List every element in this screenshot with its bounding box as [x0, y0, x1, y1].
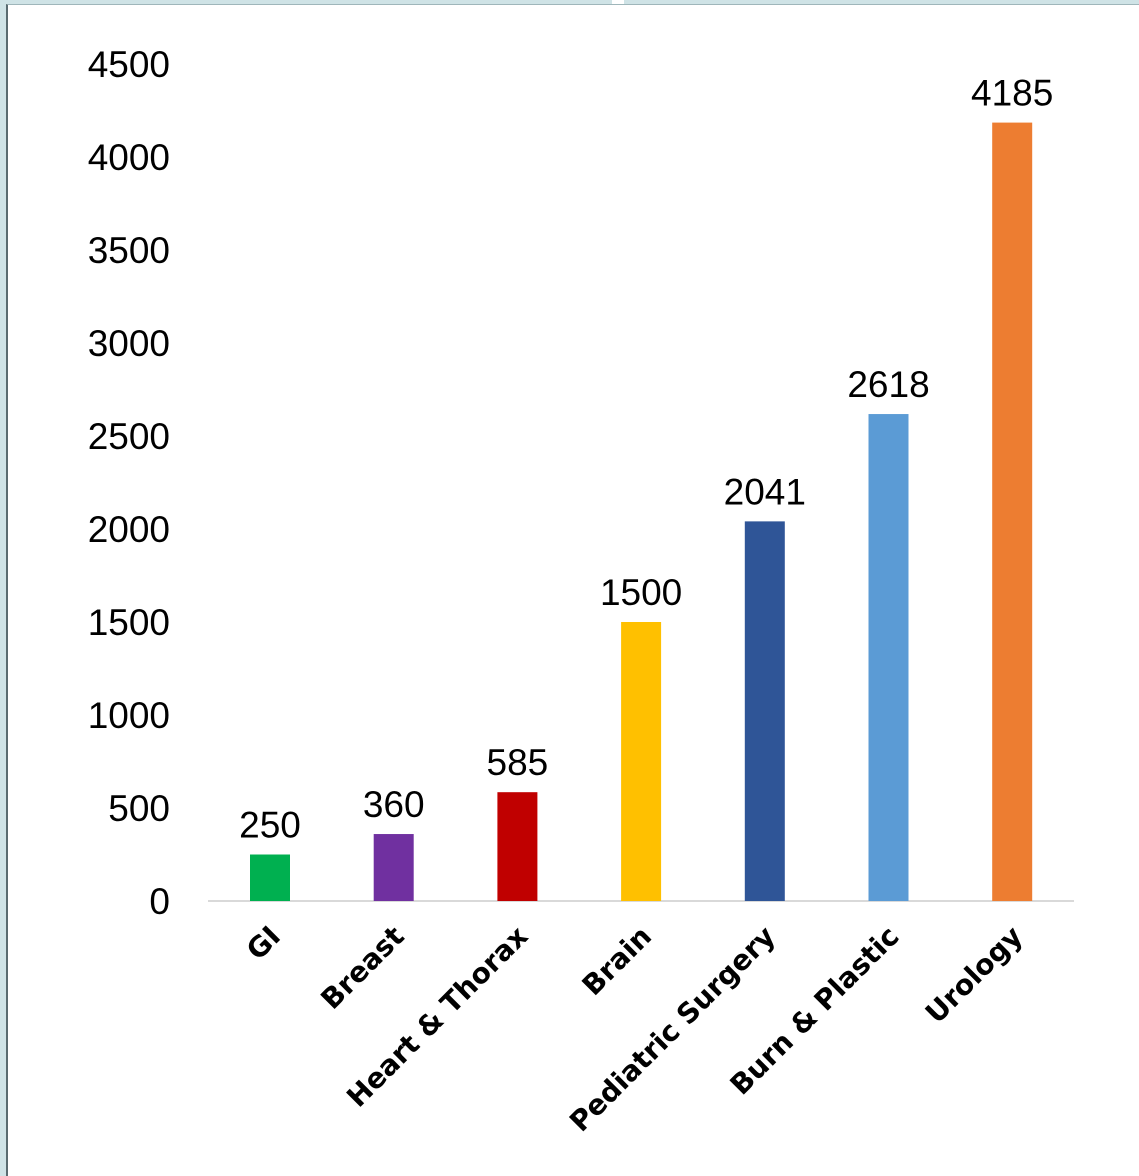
y-tick-label: 4500	[88, 44, 170, 85]
bar	[373, 834, 414, 901]
data-label: 4185	[971, 73, 1053, 114]
frame-border-gap	[612, 0, 624, 4]
bar	[497, 792, 538, 901]
bar	[250, 854, 290, 901]
category-label: GI	[240, 920, 287, 967]
frame-border-top	[6, 0, 1139, 4]
category-label: Urology	[919, 920, 1029, 1030]
data-label: 585	[487, 742, 549, 783]
bars	[250, 122, 1033, 902]
category-label: Pediatric Surgery	[563, 920, 782, 1139]
data-label: 2618	[847, 364, 929, 405]
bar	[621, 622, 662, 901]
y-tick-label: 2000	[88, 509, 170, 550]
data-label: 2041	[724, 471, 806, 512]
data-labels: 250 360 585 1500 2041 2618 4185	[239, 73, 1053, 846]
category-label: Breast	[314, 920, 410, 1016]
chart-area	[6, 4, 1139, 1176]
y-tick-label: 500	[108, 788, 170, 829]
y-tick-label: 3000	[88, 323, 170, 364]
data-label: 250	[239, 805, 301, 846]
data-label: 1500	[600, 572, 682, 613]
y-axis-ticks: 0 500 1000 1500 2000 2500 3000 3500 4000 4500	[88, 44, 170, 922]
bar	[868, 414, 909, 901]
y-tick-label: 4000	[88, 137, 170, 178]
y-tick-label: 1000	[88, 695, 170, 736]
category-label: Brain	[576, 920, 658, 1002]
y-tick-label: 2500	[88, 416, 170, 457]
y-tick-label: 1500	[88, 602, 170, 643]
data-label: 360	[363, 784, 425, 825]
bar	[992, 122, 1033, 902]
y-tick-label: 3500	[88, 230, 170, 271]
y-tick-label: 0	[149, 881, 170, 922]
frame-border-left	[0, 0, 6, 1176]
bar	[744, 521, 785, 901]
